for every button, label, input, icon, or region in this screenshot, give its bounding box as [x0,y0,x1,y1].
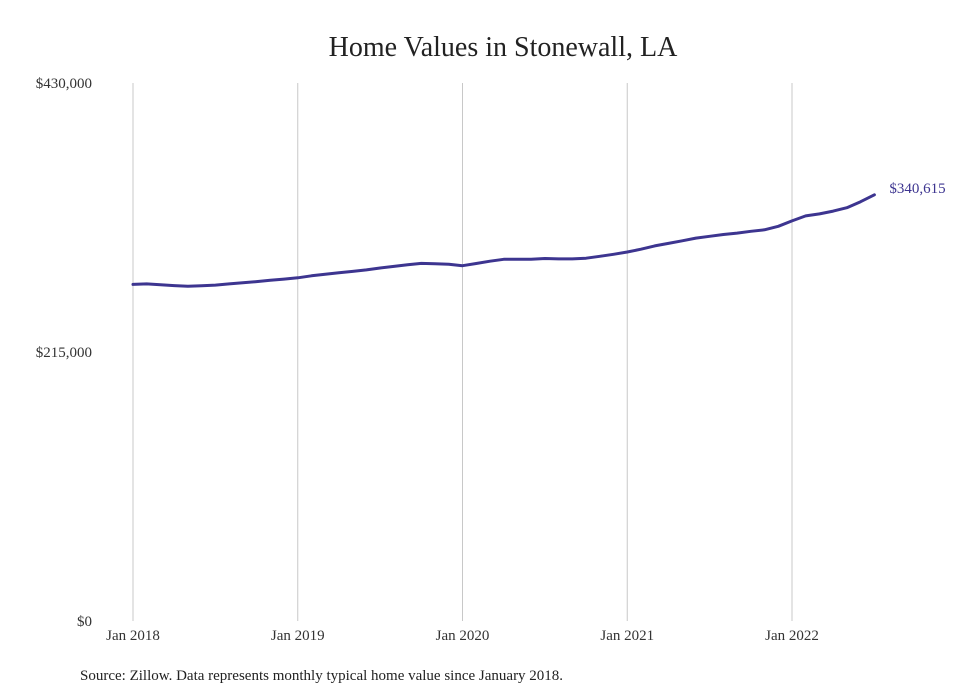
x-tick-label: Jan 2021 [600,628,654,644]
y-tick-label: $430,000 [36,76,92,92]
x-tick-label: Jan 2018 [106,628,160,644]
x-axis: Jan 2018 Jan 2019 Jan 2020 Jan 2021 Jan 2022 [106,628,819,644]
x-tick-label: Jan 2019 [271,628,325,644]
x-tick-label: Jan 2020 [436,628,490,644]
series-lines [131,193,876,288]
source-note: Source: Zillow. Data represents monthly … [80,668,564,684]
chart-title: Home Values in Stonewall, LA [328,32,678,63]
x-tick-label: Jan 2022 [765,628,819,644]
y-axis: $0 $215,000 $430,000 [36,76,92,630]
series-end-label: $340,615 [889,181,945,197]
gridlines [132,83,793,621]
series-end-labels: $340,615 [889,181,945,197]
y-tick-label: $0 [77,614,92,630]
series-line [131,193,876,288]
y-tick-label: $215,000 [36,345,92,361]
